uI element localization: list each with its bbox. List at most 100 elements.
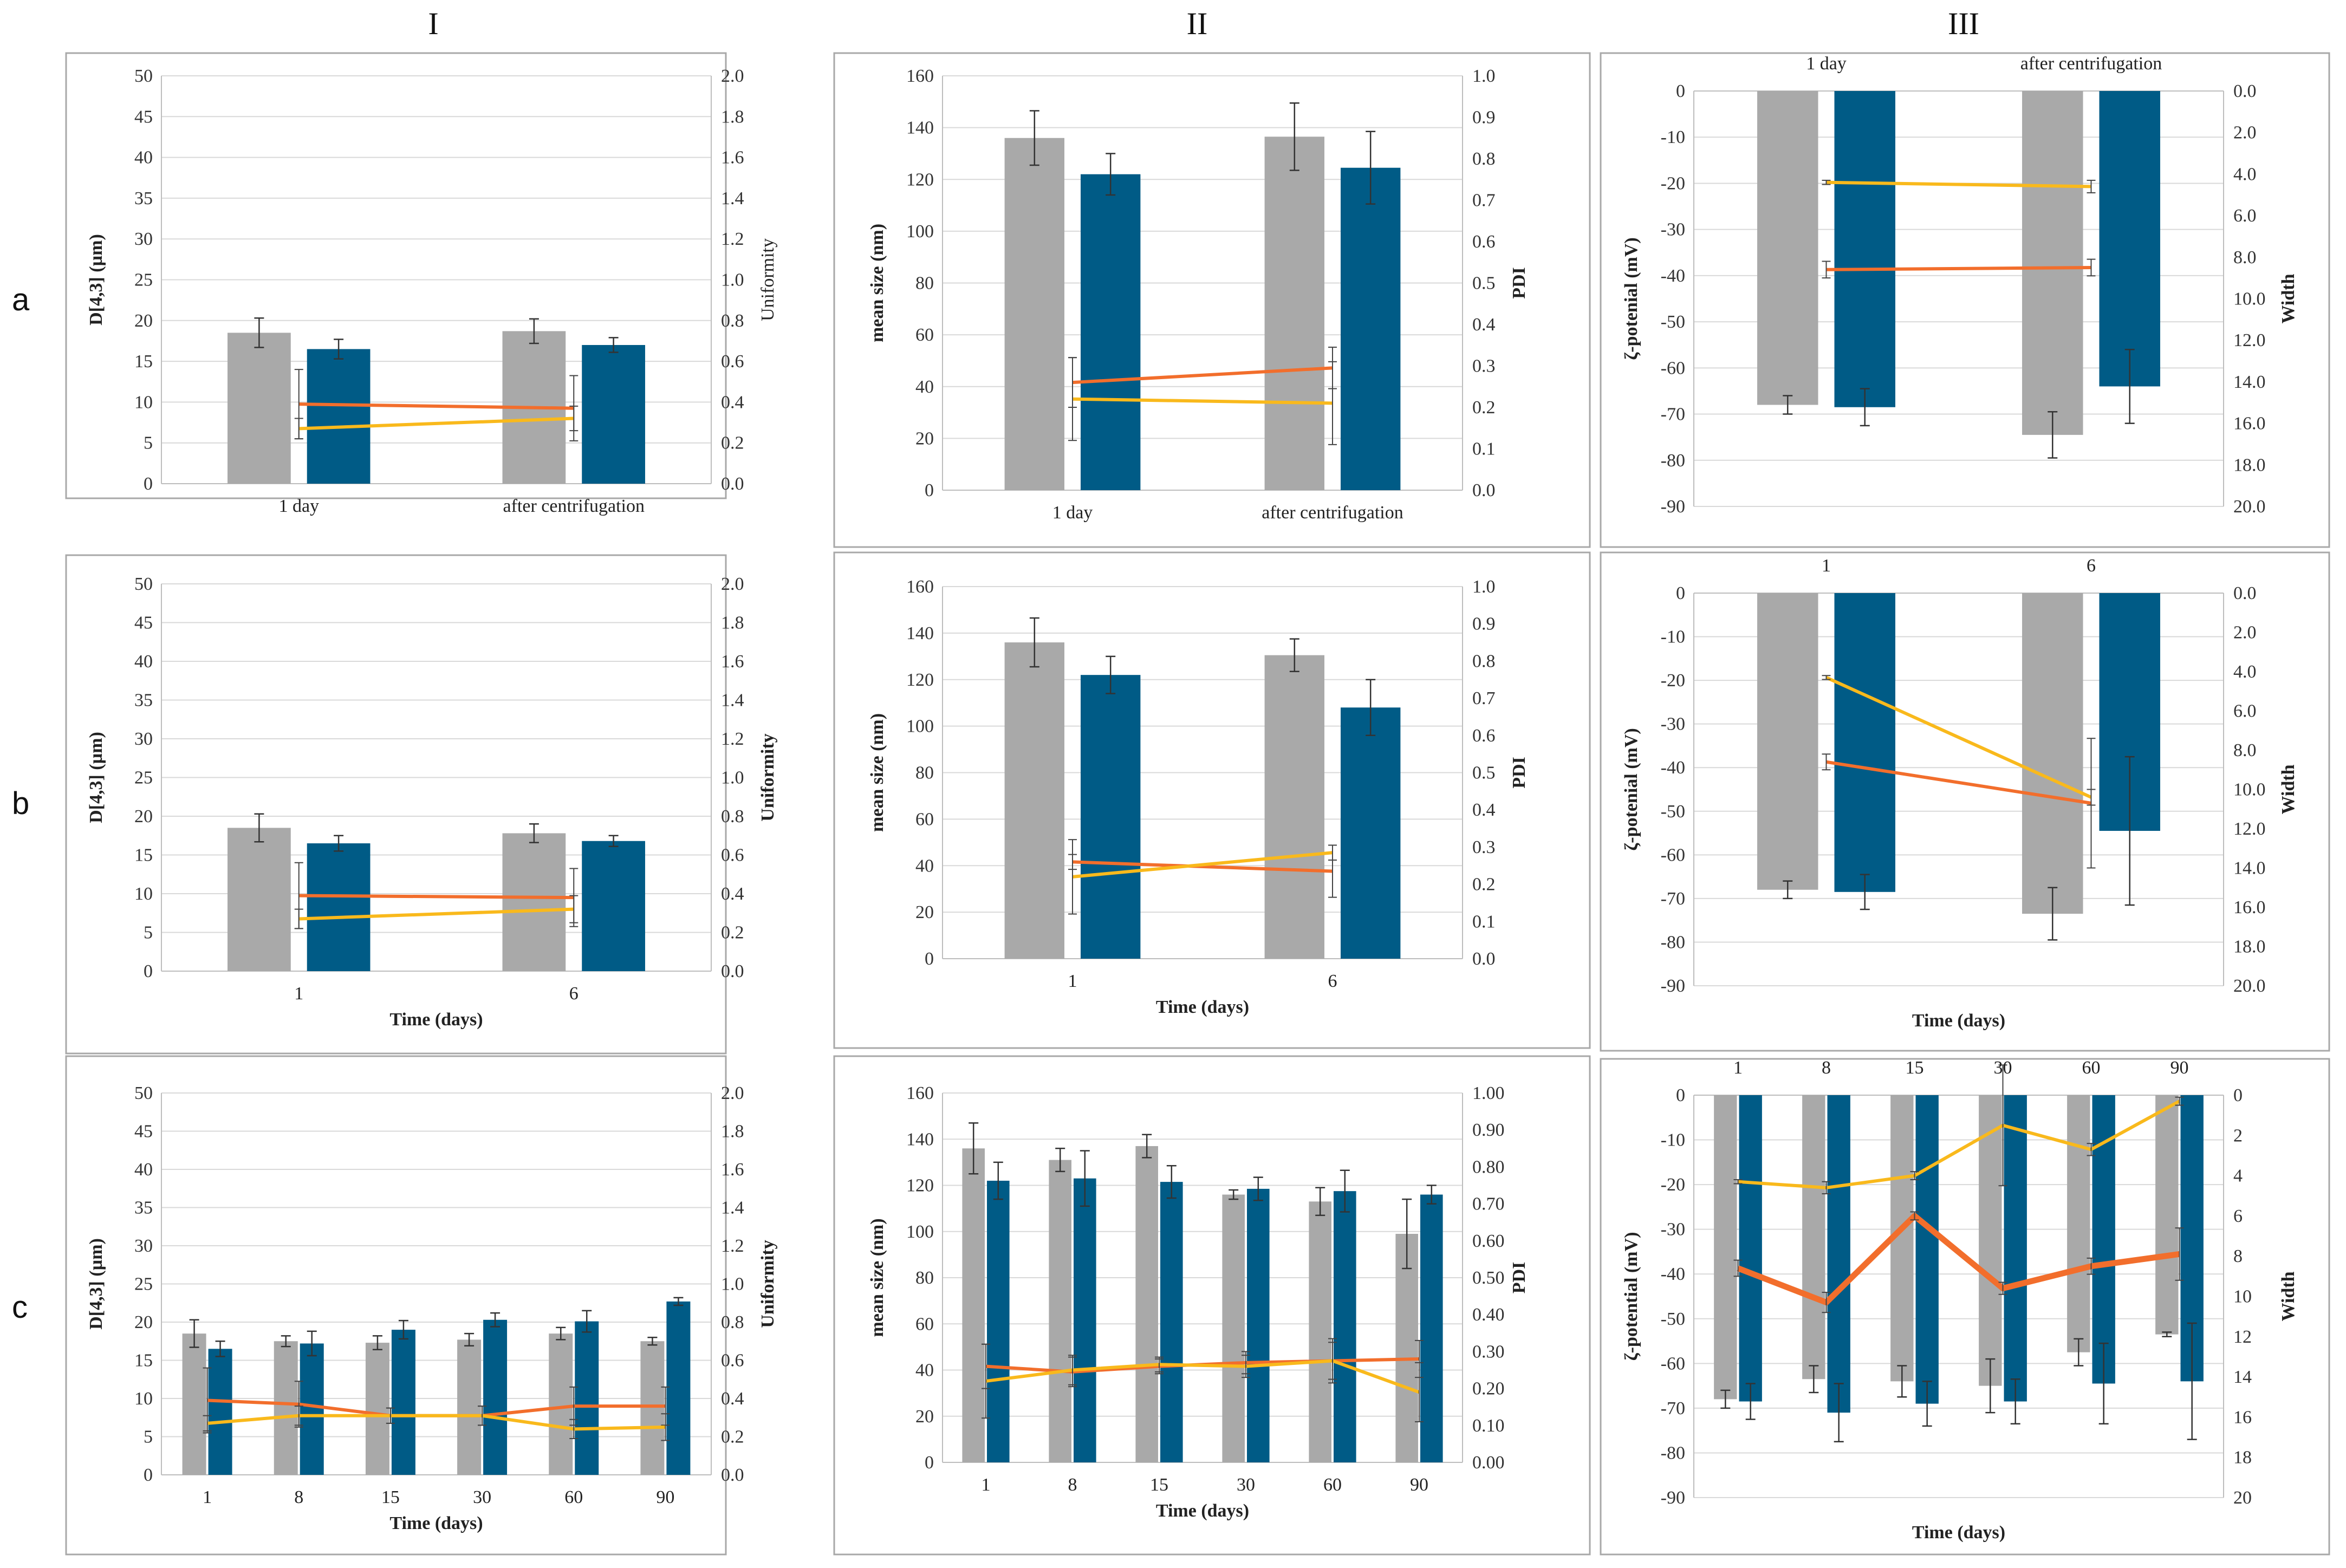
y-tick-label: 0 [144, 1465, 153, 1485]
bar-gray [549, 1333, 573, 1475]
y2-tick-label: 0.0 [721, 1465, 744, 1485]
panel-frame [833, 551, 1591, 1049]
y2-tick-label: 2.0 [721, 574, 744, 594]
y-tick-label: 40 [134, 652, 153, 672]
category-label: 8 [1822, 1058, 1831, 1078]
bar-gray [1309, 1201, 1331, 1462]
y2-tick-label: 18.0 [2233, 455, 2266, 475]
row-header-a: a [12, 282, 30, 317]
bar-blue [300, 1343, 324, 1475]
y-tick-label: -60 [1661, 845, 1685, 865]
y2-axis-title: Width [2278, 1271, 2298, 1321]
y2-tick-label: 0.2 [721, 923, 744, 943]
y2-tick-label: 12.0 [2233, 819, 2266, 839]
y-tick-label: -80 [1661, 932, 1685, 952]
y-tick-label: 20 [915, 1407, 934, 1427]
bar-gray [2022, 91, 2083, 435]
category-label: 1 [1822, 556, 1831, 576]
y2-tick-label: 8.0 [2233, 248, 2257, 268]
y-tick-label: 20 [134, 806, 153, 827]
y2-tick-label: 6.0 [2233, 701, 2257, 721]
y-tick-label: -90 [1661, 976, 1685, 996]
column-header-III: III [1948, 6, 1979, 41]
y2-tick-label: 0.2 [721, 1427, 744, 1447]
y2-tick-label: 6.0 [2233, 206, 2257, 226]
y2-tick-label: 0.0 [721, 474, 744, 494]
y-tick-label: -20 [1661, 173, 1685, 193]
category-label: 6 [1328, 971, 1337, 991]
bar-blue [2099, 91, 2160, 387]
y-tick-label: -70 [1661, 889, 1685, 909]
bar-blue [575, 1321, 599, 1475]
category-label: 15 [1150, 1475, 1168, 1495]
y2-tick-label: 2 [2233, 1125, 2243, 1146]
y-tick-label: -20 [1661, 1175, 1685, 1195]
y-tick-label: 80 [915, 1268, 934, 1288]
bar-blue [1081, 174, 1141, 490]
y2-tick-label: 2.0 [2233, 623, 2257, 643]
y-tick-label: 120 [906, 170, 934, 190]
y2-tick-label: 0.3 [1472, 837, 1496, 857]
bar-blue [2004, 1095, 2027, 1402]
y2-tick-label: 1.8 [721, 613, 744, 633]
y-tick-label: 10 [134, 392, 153, 412]
y2-tick-label: 1.2 [721, 729, 744, 749]
chart-c-III: 0 -10 -20 -30 -40 -50 -60 -70 -80 -90 0 2 4 6 8 10 12 14 1… [1600, 1058, 2330, 1556]
y-tick-label: -30 [1661, 714, 1685, 734]
y-tick-label: 25 [134, 768, 153, 788]
line-series-yellow [1825, 676, 2092, 799]
line-series-orange [1072, 366, 1333, 385]
y-tick-label: 40 [915, 856, 934, 876]
y-tick-label: 140 [906, 1129, 934, 1149]
y-tick-label: 0 [1676, 1085, 1685, 1105]
y2-tick-label: 0.0 [2233, 583, 2257, 603]
y-tick-label: -70 [1661, 1398, 1685, 1419]
y2-tick-label: 0.4 [1472, 315, 1496, 335]
bar-blue [483, 1319, 508, 1475]
y2-tick-label: 8 [2233, 1246, 2243, 1266]
y2-tick-label: 0.9 [1472, 108, 1496, 128]
y-tick-label: 40 [134, 1160, 153, 1180]
bar-gray [1757, 593, 1818, 890]
y2-tick-label: 8.0 [2233, 740, 2257, 760]
y2-tick-label: 1.0 [721, 270, 744, 290]
y2-tick-label: 0.4 [721, 1389, 744, 1409]
y2-tick-label: 1.0 [721, 1274, 744, 1294]
category-label: 60 [1323, 1475, 1342, 1495]
y2-axis-title: PDI [1509, 1262, 1529, 1294]
y2-tick-label: 20.0 [2233, 497, 2266, 517]
bar-blue [391, 1330, 415, 1475]
y2-tick-label: 0.5 [1472, 274, 1496, 294]
y2-tick-label: 0.40 [1472, 1305, 1505, 1325]
y2-tick-label: 0.7 [1472, 191, 1496, 211]
y-tick-label: 60 [915, 1314, 934, 1334]
y2-tick-label: 14.0 [2233, 858, 2266, 879]
bar-blue [1915, 1095, 1939, 1404]
y2-tick-label: 0.5 [1472, 763, 1496, 783]
y-tick-label: 60 [915, 809, 934, 829]
y2-axis-title: Uniformity [758, 733, 778, 821]
line-series-yellow [1072, 397, 1333, 405]
x-axis-title: Time (days) [389, 1513, 483, 1533]
y-tick-label: -50 [1661, 802, 1685, 822]
bar-gray [2155, 1095, 2179, 1335]
y-tick-label: 0 [144, 961, 153, 981]
line-series-orange [298, 894, 574, 900]
row-header-c: c [12, 1290, 28, 1325]
y2-tick-label: 1.4 [721, 691, 744, 711]
category-label: 30 [473, 1487, 491, 1507]
y2-tick-label: 1.6 [721, 148, 744, 168]
y2-tick-label: 1.4 [721, 188, 744, 209]
y2-tick-label: 0.0 [1472, 480, 1496, 500]
bar-blue [582, 344, 645, 484]
bar-blue [1334, 1191, 1356, 1462]
y2-tick-label: 1.00 [1472, 1083, 1505, 1103]
chart-b-II: 0 20 40 60 80 100 120 140 160 0.0 0.1 0.2 0.3 0.4 0.5 0… [833, 551, 1591, 1049]
y-tick-label: 0 [144, 474, 153, 494]
y2-axis-title: PDI [1509, 267, 1529, 299]
line-series-orange [1737, 1213, 2180, 1306]
y-tick-label: 35 [134, 1198, 153, 1218]
y2-tick-label: 0.4 [1472, 800, 1496, 820]
y2-tick-label: 0.8 [721, 1312, 744, 1332]
